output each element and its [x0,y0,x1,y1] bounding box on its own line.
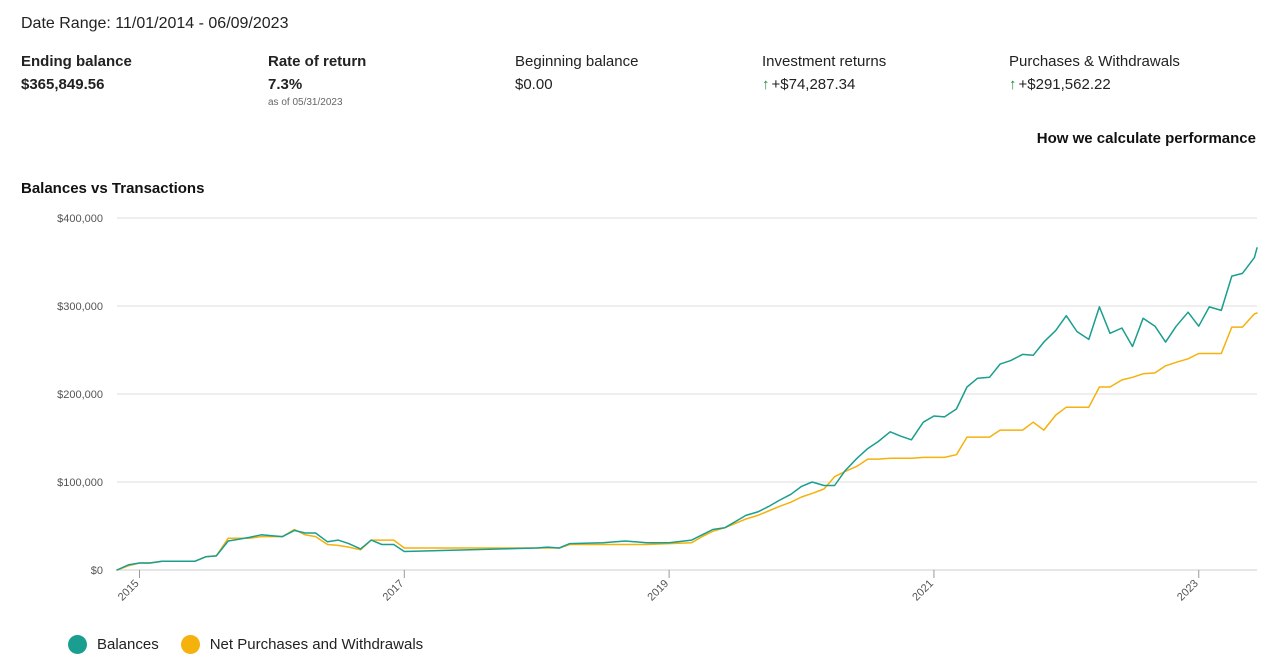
investment-returns-value: +$74,287.34 [771,76,856,93]
ending-balance-value: $365,849.56 [21,76,105,93]
chart-title: Balances vs Transactions [21,180,205,197]
investment-returns-value-row: ↑ +$74,287.34 [762,76,886,93]
date-range: Date Range: 11/01/2014 - 06/09/2023 [21,15,289,32]
up-arrow-icon: ↑ [762,76,770,93]
legend-label-net: Net Purchases and Withdrawals [209,636,424,653]
stat-ending-balance: Ending balance $365,849.56 [21,53,132,93]
how-we-calculate-link[interactable]: How we calculate performance [1036,130,1256,147]
rate-of-return-label: Rate of return [268,53,367,70]
chart-legend: Balances Net Purchases and Withdrawals [68,635,445,654]
rate-of-return-asof: as of 05/31/2023 [268,97,343,108]
x-tick-label: 2021 [910,578,936,604]
y-tick-label: $300,000 [57,301,103,313]
stat-rate-of-return: Rate of return 7.3% as of 05/31/2023 [268,53,366,108]
balances-chart: $0 $100,000 $200,000 $300,000 $400,000 2015 20… [57,213,1258,604]
rate-of-return-value: 7.3% [268,76,303,93]
series-line-net [116,312,1258,571]
stat-investment-returns: Investment returns ↑ +$74,287.34 [762,53,886,93]
legend-label-balances: Balances [97,636,159,653]
purchases-withdrawals-value: +$291,562.22 [1018,76,1111,93]
beginning-balance-label: Beginning balance [515,53,639,70]
stat-beginning-balance: Beginning balance $0.00 [515,53,638,93]
investment-returns-label: Investment returns [762,53,887,70]
x-tick-label: 2023 [1175,578,1201,604]
x-tick-label: 2019 [645,578,671,604]
legend-item-net[interactable]: Net Purchases and Withdrawals [180,635,424,654]
y-tick-label: $100,000 [57,477,103,489]
y-tick-label: $0 [91,565,103,577]
legend-item-balances[interactable]: Balances [68,635,159,654]
purchases-withdrawals-value-row: ↑ +$291,562.22 [1009,76,1180,93]
x-tick-label: 2015 [116,578,142,604]
y-tick-label: $400,000 [57,213,103,225]
up-arrow-icon: ↑ [1009,76,1017,93]
series-line-balances [116,247,1258,571]
stat-purchases-withdrawals: Purchases & Withdrawals ↑ +$291,562.22 [1009,53,1180,93]
legend-dot-net [180,635,200,654]
ending-balance-label: Ending balance [21,53,132,70]
beginning-balance-value: $0.00 [515,76,553,93]
legend-dot-balances [68,635,87,654]
purchases-withdrawals-label: Purchases & Withdrawals [1009,53,1180,70]
y-tick-label: $200,000 [57,389,103,401]
x-tick-label: 2017 [381,578,407,604]
